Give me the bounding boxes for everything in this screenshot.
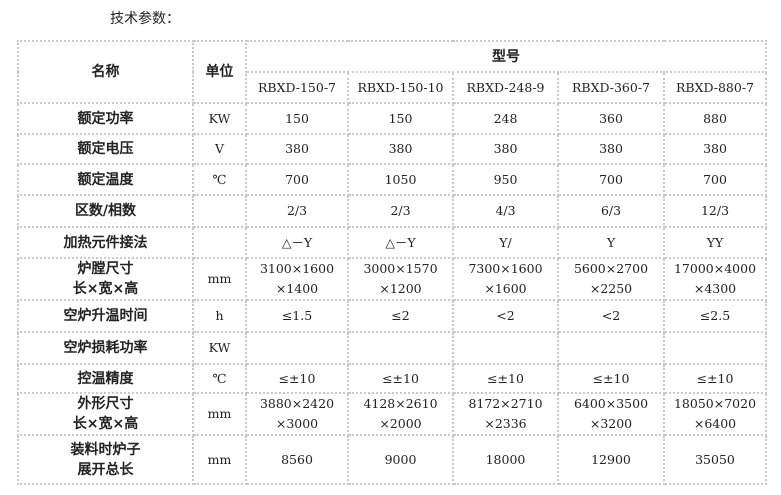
row-unit: KW <box>192 331 247 365</box>
row-name: 外形尺寸 长×宽×高 <box>17 392 194 436</box>
row-unit: ℃ <box>192 363 247 394</box>
table-row: 炉膛尺寸 长×宽×高 mm 3100×1600 ×1400 3000×1570 ×1200 7… <box>17 257 767 301</box>
value-cell: 380 <box>347 133 454 165</box>
header-name: 名称 <box>17 40 194 104</box>
value-cell: 380 <box>245 133 349 165</box>
header-model: 型号 <box>245 40 767 73</box>
row-name: 加热元件接法 <box>17 226 194 259</box>
row-unit: V <box>192 133 247 165</box>
row-name: 装料时炉子 展开总长 <box>17 434 194 485</box>
value-cell <box>245 331 349 365</box>
value-cell: ≤2 <box>347 299 454 333</box>
value-cell: ≤2.5 <box>663 299 767 333</box>
value-cell: 950 <box>452 163 559 196</box>
value-cell: <2 <box>452 299 559 333</box>
value-cell: ≤1.5 <box>245 299 349 333</box>
value-cell: 2/3 <box>347 194 454 228</box>
value-cell: 360 <box>557 102 665 135</box>
row-name: 区数/相数 <box>17 194 194 228</box>
model-header: RBXD-360-7 <box>557 71 665 104</box>
value-cell: ≤±10 <box>452 363 559 394</box>
table-row: 额定功率 KW 150 150 248 360 880 <box>17 102 767 135</box>
model-header: RBXD-248-9 <box>452 71 559 104</box>
table-row: 加热元件接法 △－Y △－Y Y/Y YY <box>17 226 767 259</box>
value-cell: 35050 <box>663 434 767 485</box>
value-cell: 380 <box>663 133 767 165</box>
table-row: 区数/相数 2/3 2/3 4/3 6/3 12/3 <box>17 194 767 228</box>
value-cell: ≤±10 <box>663 363 767 394</box>
value-cell: 3880×2420 ×3000 <box>245 392 349 436</box>
value-cell: 18050×7020 ×6400 <box>663 392 767 436</box>
row-name: 空炉升温时间 <box>17 299 194 333</box>
value-cell: 12/3 <box>663 194 767 228</box>
value-cell: 2/3 <box>245 194 349 228</box>
value-cell: 12900 <box>557 434 665 485</box>
value-cell: 6400×3500 ×3200 <box>557 392 665 436</box>
row-name: 控温精度 <box>17 363 194 394</box>
value-cell: 18000 <box>452 434 559 485</box>
value-cell: △－Y <box>245 226 349 259</box>
value-cell: 700 <box>245 163 349 196</box>
value-cell: 8172×2710 ×2336 <box>452 392 559 436</box>
value-cell: 700 <box>557 163 665 196</box>
row-unit: mm <box>192 257 247 301</box>
value-cell: Y <box>557 226 665 259</box>
value-cell: Y/ <box>452 226 559 259</box>
value-cell: 7300×1600 ×1600 <box>452 257 559 301</box>
section-title: 技术参数： <box>110 11 180 27</box>
value-cell: 6/3 <box>557 194 665 228</box>
row-unit: mm <box>192 392 247 436</box>
value-cell: △－Y <box>347 226 454 259</box>
value-cell: 1050 <box>347 163 454 196</box>
row-name: 空炉损耗功率 <box>17 331 194 365</box>
row-name: 额定电压 <box>17 133 194 165</box>
model-header: RBXD-880-7 <box>663 71 767 104</box>
value-cell: 17000×4000 ×4300 <box>663 257 767 301</box>
table-row: 装料时炉子 展开总长 mm 8560 9000 18000 12900 35050 <box>17 434 767 485</box>
value-cell: 8560 <box>245 434 349 485</box>
value-cell: ≤±10 <box>347 363 454 394</box>
value-cell: ≤±10 <box>245 363 349 394</box>
value-cell: 248 <box>452 102 559 135</box>
row-unit: KW <box>192 102 247 135</box>
value-cell: 4128×2610 ×2000 <box>347 392 454 436</box>
value-cell: YY <box>663 226 767 259</box>
header-unit: 单位 <box>192 40 247 104</box>
model-header: RBXD-150-10 <box>347 71 454 104</box>
table-row: 控温精度 ℃ ≤±10 ≤±10 ≤±10 ≤±10 ≤±10 <box>17 363 767 394</box>
value-cell <box>557 331 665 365</box>
value-cell: 3100×1600 ×1400 <box>245 257 349 301</box>
table-row: 空炉升温时间 h ≤1.5 ≤2 <2 <2 ≤2.5 <box>17 299 767 333</box>
value-cell: 880 <box>663 102 767 135</box>
value-cell: 9000 <box>347 434 454 485</box>
row-unit: mm <box>192 434 247 485</box>
value-cell: ≤±10 <box>557 363 665 394</box>
value-cell: <2 <box>557 299 665 333</box>
value-cell <box>663 331 767 365</box>
table-row: 额定温度 ℃ 700 1050 950 700 700 <box>17 163 767 196</box>
table-row: 额定电压 V 380 380 380 380 380 <box>17 133 767 165</box>
row-unit: h <box>192 299 247 333</box>
row-unit <box>192 226 247 259</box>
row-name: 炉膛尺寸 长×宽×高 <box>17 257 194 301</box>
value-cell: 380 <box>557 133 665 165</box>
value-cell: 150 <box>347 102 454 135</box>
table-row: 外形尺寸 长×宽×高 mm 3880×2420 ×3000 4128×2610 ×2000 8… <box>17 392 767 436</box>
value-cell: 380 <box>452 133 559 165</box>
row-unit: ℃ <box>192 163 247 196</box>
table-row: 空炉损耗功率 KW <box>17 331 767 365</box>
value-cell <box>347 331 454 365</box>
value-cell <box>452 331 559 365</box>
value-cell: 700 <box>663 163 767 196</box>
value-cell: 3000×1570 ×1200 <box>347 257 454 301</box>
row-name: 额定功率 <box>17 102 194 135</box>
row-name: 额定温度 <box>17 163 194 196</box>
model-header: RBXD-150-7 <box>245 71 349 104</box>
spec-table: 名称 单位 型号 RBXD-150-7 RBXD-150-10 RBXD-248… <box>17 40 767 485</box>
row-unit <box>192 194 247 228</box>
value-cell: 5600×2700 ×2250 <box>557 257 665 301</box>
value-cell: 150 <box>245 102 349 135</box>
value-cell: 4/3 <box>452 194 559 228</box>
